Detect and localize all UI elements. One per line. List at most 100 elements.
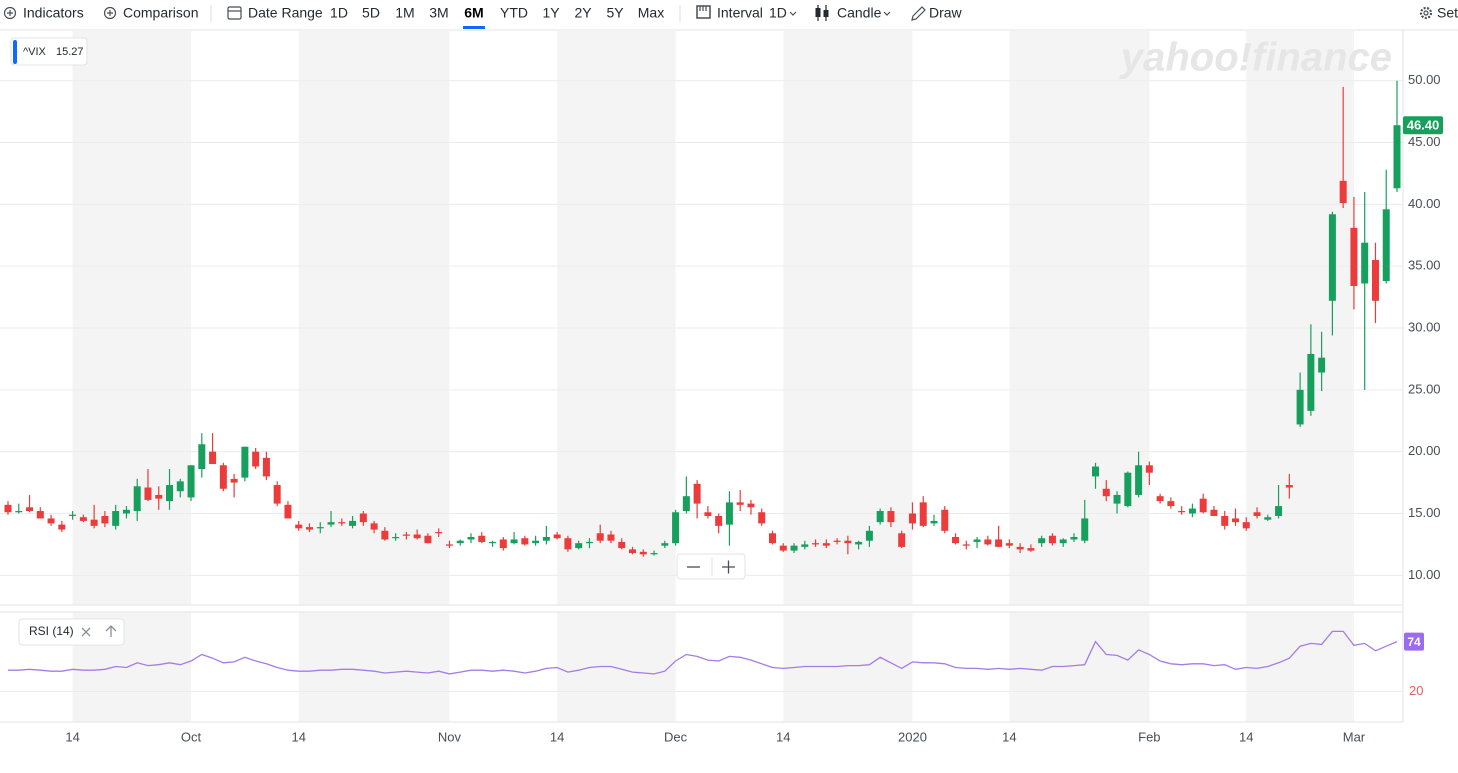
indicator-title: RSI (14) [29, 624, 74, 638]
candle-body [1210, 509, 1218, 516]
month-band [298, 30, 450, 605]
candle-body [1016, 546, 1024, 550]
interval-value[interactable]: 1D [769, 5, 787, 21]
legend: ^VIX 15.27 [10, 37, 88, 66]
candle-body [887, 511, 895, 523]
indicators-button[interactable]: Indicators [3, 5, 84, 21]
candle-body [1167, 501, 1175, 507]
range-button[interactable]: 1M [395, 5, 414, 21]
range-button[interactable]: 5D [362, 5, 380, 21]
y-tick-label: 30.00 [1408, 319, 1441, 334]
candle-body [424, 535, 432, 544]
candle-body [1188, 508, 1196, 514]
y-tick-label: 45.00 [1408, 134, 1441, 149]
candle-body [435, 532, 443, 534]
range-button[interactable]: 6M [464, 5, 483, 21]
candle-body [1027, 548, 1035, 551]
zoom-in[interactable] [722, 560, 735, 574]
chart-style-label[interactable]: Candle [837, 5, 882, 21]
settings-button[interactable]: Set [1419, 5, 1458, 21]
month-band [298, 612, 450, 722]
range-button[interactable]: 2Y [574, 5, 592, 21]
range-button[interactable]: 3M [429, 5, 448, 21]
candle-body [1307, 353, 1315, 411]
candle-body [144, 487, 152, 500]
draw-label[interactable]: Draw [929, 5, 963, 21]
candle-body [618, 541, 626, 549]
y-tick-label: 50.00 [1408, 72, 1441, 87]
candle-body [984, 539, 992, 545]
move-indicator[interactable] [105, 625, 117, 637]
candle-body [768, 533, 776, 544]
candle-body [639, 551, 647, 555]
legend-box [10, 37, 88, 66]
candle-body [456, 540, 464, 544]
candle-body [1048, 535, 1056, 544]
candle-body [402, 534, 410, 536]
x-tick-label: 14 [65, 729, 79, 744]
indicators-label[interactable]: Indicators [23, 5, 84, 21]
y-tick-label: 35.00 [1408, 258, 1441, 273]
range-button[interactable]: 1D [330, 5, 348, 21]
indicator-label: RSI (14) [18, 618, 125, 646]
candle-body [898, 533, 906, 547]
x-tick-label: Oct [181, 729, 202, 744]
candle-body [1285, 485, 1293, 488]
candle-body [4, 504, 12, 513]
candle-body [219, 465, 227, 489]
month-band [1246, 30, 1354, 605]
candle-body [510, 539, 518, 544]
candle-body [790, 545, 798, 551]
legend-price: 15.27 [56, 46, 84, 58]
candle-body [542, 536, 550, 541]
comparison-button[interactable]: Comparison [103, 5, 199, 21]
candle-body [26, 507, 34, 512]
candle-body [844, 540, 852, 544]
candle-body [952, 536, 960, 544]
range-button[interactable]: 1Y [542, 5, 560, 21]
x-tick-label: Nov [438, 729, 462, 744]
candle-body [36, 511, 44, 519]
x-tick-label: Feb [1138, 729, 1160, 744]
x-tick-label: 14 [1002, 729, 1016, 744]
chart-style-button[interactable]: Candle [815, 5, 891, 21]
range-button[interactable]: YTD [500, 5, 528, 21]
candle-body [69, 514, 77, 516]
candle-body [241, 446, 249, 478]
date-range-label[interactable]: Date Range [248, 5, 323, 21]
candle-body [413, 534, 421, 539]
toolbar: Indicators Comparison Date Range 1D 5D 1M 3… [0, 5, 1458, 31]
candle-body [381, 530, 389, 540]
candle-body [295, 524, 303, 529]
x-tick-label: 14 [1239, 729, 1253, 744]
candle-body [47, 518, 55, 524]
candle-body [1156, 496, 1164, 502]
candle-body [1275, 506, 1283, 516]
indicator-box [18, 618, 125, 646]
candle-body [166, 485, 174, 502]
candle-body [672, 512, 680, 544]
comparison-label[interactable]: Comparison [123, 5, 198, 21]
candle-body [650, 553, 658, 555]
draw-button[interactable]: Draw [911, 5, 963, 21]
x-tick-label: 14 [291, 729, 305, 744]
candle-body [1242, 522, 1250, 529]
range-button[interactable]: 5Y [606, 5, 624, 21]
range-button[interactable]: Max [638, 5, 664, 21]
remove-indicator[interactable] [81, 627, 91, 637]
candle-body [865, 530, 873, 541]
candle-body [693, 483, 701, 504]
candle-body [661, 543, 669, 546]
x-tick-label: Dec [664, 729, 688, 744]
interval-button[interactable]: Interval 1D [696, 5, 797, 21]
y-tick-label: 20 [1409, 683, 1423, 698]
settings-label[interactable]: Set [1437, 5, 1458, 21]
date-range-button[interactable]: Date Range [227, 5, 323, 21]
candle-body [133, 486, 141, 512]
interval-label[interactable]: Interval [717, 5, 763, 21]
candle-body [284, 504, 292, 519]
candle-body [736, 502, 744, 505]
y-tick-label: 10.00 [1408, 567, 1441, 582]
candle-body [596, 533, 604, 541]
candle-body [822, 543, 830, 546]
